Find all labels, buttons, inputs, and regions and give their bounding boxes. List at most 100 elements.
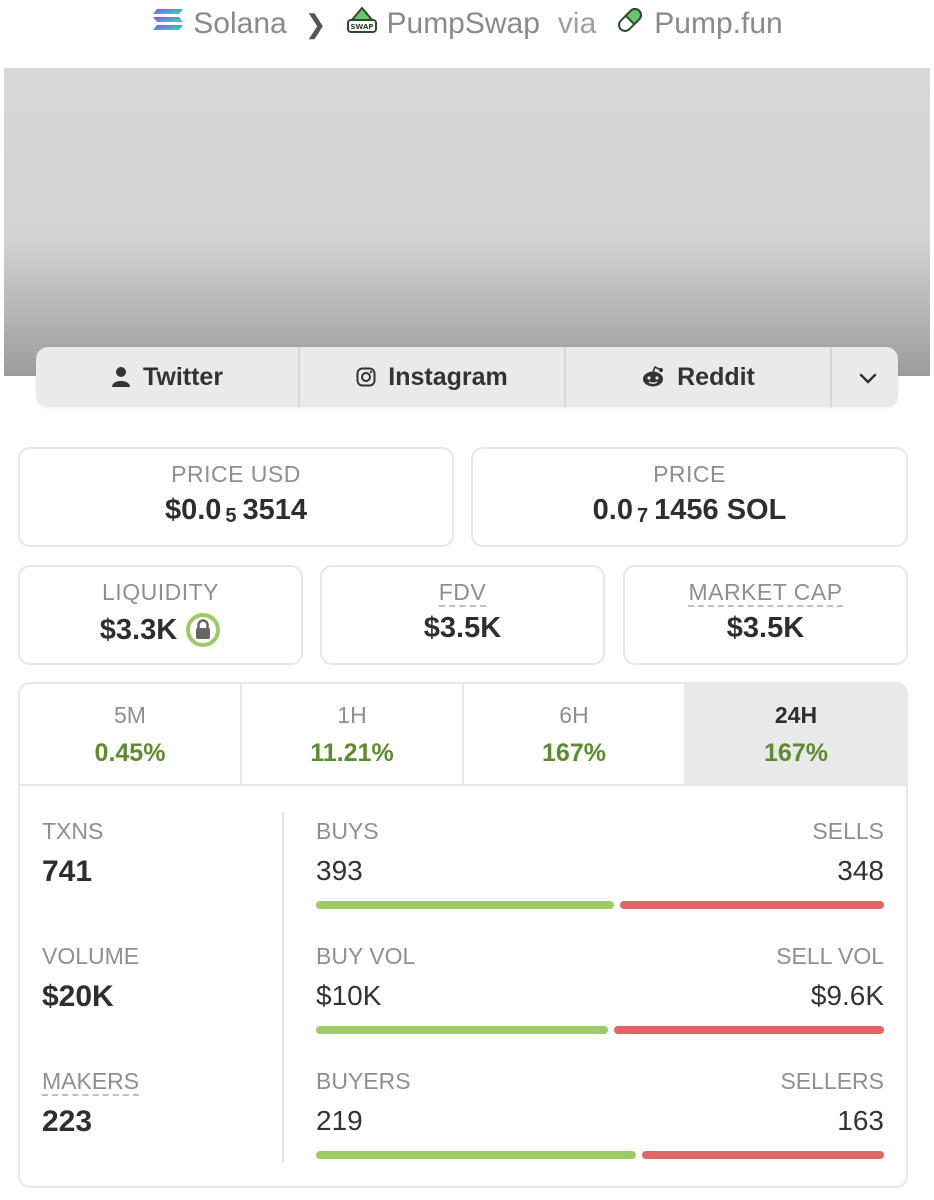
txns-sell-bar (619, 901, 884, 909)
tab-6h-change: 167% (542, 739, 606, 767)
sellers-label: SELLERS (780, 1068, 884, 1094)
buy-vol-label: BUY VOL (316, 943, 416, 969)
instagram-label: Instagram (388, 362, 508, 391)
pumpswap-icon: SWAP (345, 3, 379, 45)
breadcrumb-via: via (557, 7, 597, 40)
reddit-icon (641, 366, 665, 388)
tab-1h[interactable]: 1H 11.21% (242, 684, 464, 784)
liquidity-card: LIQUIDITY $3.3K (18, 565, 303, 665)
user-icon (111, 366, 131, 388)
stats-panel: 5M 0.45% 1H 11.21% 6H 167% 24H 167% TXNS… (18, 682, 908, 1188)
instagram-icon (356, 367, 376, 387)
solana-icon (151, 7, 185, 41)
market-cap-card: MARKET CAP $3.5K (623, 565, 908, 665)
market-cap-label[interactable]: MARKET CAP (625, 579, 906, 607)
social-links-bar: Twitter Instagram Reddit (36, 347, 898, 407)
tab-5m-label: 5M (114, 702, 146, 728)
tab-1h-change: 11.21% (310, 739, 394, 767)
volume-total: VOLUME $20K (42, 943, 139, 1014)
fdv-value: $3.5K (423, 612, 502, 644)
price-sol-card: PRICE 0.0 7 1456 SOL (471, 447, 908, 547)
breadcrumb: Solana ❯ SWAP PumpSwap via Pump.fun (0, 0, 934, 48)
makers-total: MAKERS 223 (42, 1068, 140, 1139)
fdv-card: FDV $3.5K (320, 565, 605, 665)
tab-6h[interactable]: 6H 167% (464, 684, 686, 784)
market-cap-value: $3.5K (726, 612, 805, 644)
sells-label: SELLS (812, 818, 884, 844)
buyers-value: 219 (316, 1105, 363, 1136)
tab-24h-label: 24H (774, 702, 818, 728)
svg-text:SWAP: SWAP (350, 23, 373, 31)
price-sol-zeros: 7 (637, 505, 649, 527)
instagram-button[interactable]: Instagram (300, 347, 566, 407)
period-tabs: 5M 0.45% 1H 11.21% 6H 167% 24H 167% (20, 684, 906, 786)
volume-label: VOLUME (42, 943, 140, 969)
price-sol-prefix: 0.0 (592, 494, 633, 526)
price-usd-digits: 3514 (242, 494, 308, 526)
price-usd-zeros: 5 (225, 505, 237, 527)
volume-buy-bar (316, 1026, 609, 1034)
token-banner (4, 68, 930, 376)
chevron-down-icon (859, 363, 877, 392)
sell-vol-label: SELL VOL (776, 943, 884, 969)
reddit-button[interactable]: Reddit (566, 347, 832, 407)
volume-value: $20K (42, 980, 114, 1013)
breadcrumb-dex[interactable]: SWAP PumpSwap (345, 3, 540, 45)
tab-24h[interactable]: 24H 167% (686, 684, 906, 784)
makers-sell-bar (642, 1151, 884, 1159)
liquidity-value-row: $3.3K (20, 612, 301, 648)
txns-breakdown: BUYS SELLS 393 348 (316, 818, 884, 909)
buyers-label: BUYERS (316, 1068, 411, 1094)
stats-divider (282, 812, 284, 1162)
more-links-button[interactable] (832, 347, 898, 407)
chevron-right-icon: ❯ (304, 8, 327, 39)
price-sol-value: 0.0 7 1456 SOL (473, 494, 906, 527)
market-cap-label-text: MARKET CAP (688, 579, 843, 607)
volume-ratio-bar (316, 1026, 884, 1034)
fdv-label[interactable]: FDV (322, 579, 603, 607)
buys-label: BUYS (316, 818, 379, 844)
twitter-label: Twitter (142, 362, 224, 391)
txns-ratio-bar (316, 901, 884, 909)
twitter-button[interactable]: Twitter (36, 347, 300, 407)
makers-label[interactable]: MAKERS (42, 1068, 140, 1096)
tab-24h-change: 167% (764, 739, 828, 767)
volume-sell-bar (614, 1026, 884, 1034)
breadcrumb-chain[interactable]: Solana (151, 7, 287, 41)
txns-total: TXNS 741 (42, 818, 103, 889)
price-sol-label: PRICE (653, 461, 726, 487)
price-usd-value: $0.0 5 3514 (20, 494, 452, 527)
reddit-label: Reddit (677, 362, 755, 391)
sell-vol-value: $9.6K (810, 980, 884, 1011)
makers-buy-bar (316, 1151, 637, 1159)
tab-5m[interactable]: 5M 0.45% (20, 684, 242, 784)
txns-buy-bar (316, 901, 614, 909)
makers-value: 223 (42, 1105, 93, 1138)
pill-icon (614, 4, 646, 44)
price-usd-prefix: $0.0 (164, 494, 222, 526)
txns-value: 741 (42, 855, 93, 888)
price-usd-card: PRICE USD $0.0 5 3514 (18, 447, 454, 547)
txns-label: TXNS (42, 818, 104, 844)
breadcrumb-launchpad[interactable]: Pump.fun (614, 4, 783, 44)
price-usd-label: PRICE USD (171, 461, 301, 487)
breadcrumb-launchpad-label: Pump.fun (654, 7, 783, 40)
tab-5m-change: 0.45% (94, 739, 166, 767)
breadcrumb-chain-label: Solana (193, 7, 287, 40)
tab-6h-label: 6H (559, 702, 589, 728)
buys-value: 393 (316, 855, 363, 886)
tab-1h-label: 1H (337, 702, 367, 728)
buy-vol-value: $10K (316, 980, 382, 1011)
makers-ratio-bar (316, 1151, 884, 1159)
liquidity-label: LIQUIDITY (102, 579, 219, 605)
makers-label-text: MAKERS (42, 1068, 140, 1096)
liquidity-value: $3.3K (99, 613, 178, 646)
sells-value: 348 (837, 855, 884, 886)
fdv-label-text: FDV (438, 579, 487, 607)
price-sol-digits: 1456 SOL (654, 494, 787, 526)
volume-breakdown: BUY VOL SELL VOL $10K $9.6K (316, 943, 884, 1034)
sellers-value: 163 (837, 1105, 884, 1136)
breadcrumb-dex-label: PumpSwap (386, 7, 540, 40)
makers-breakdown: BUYERS SELLERS 219 163 (316, 1068, 884, 1159)
lock-icon[interactable] (185, 612, 221, 648)
